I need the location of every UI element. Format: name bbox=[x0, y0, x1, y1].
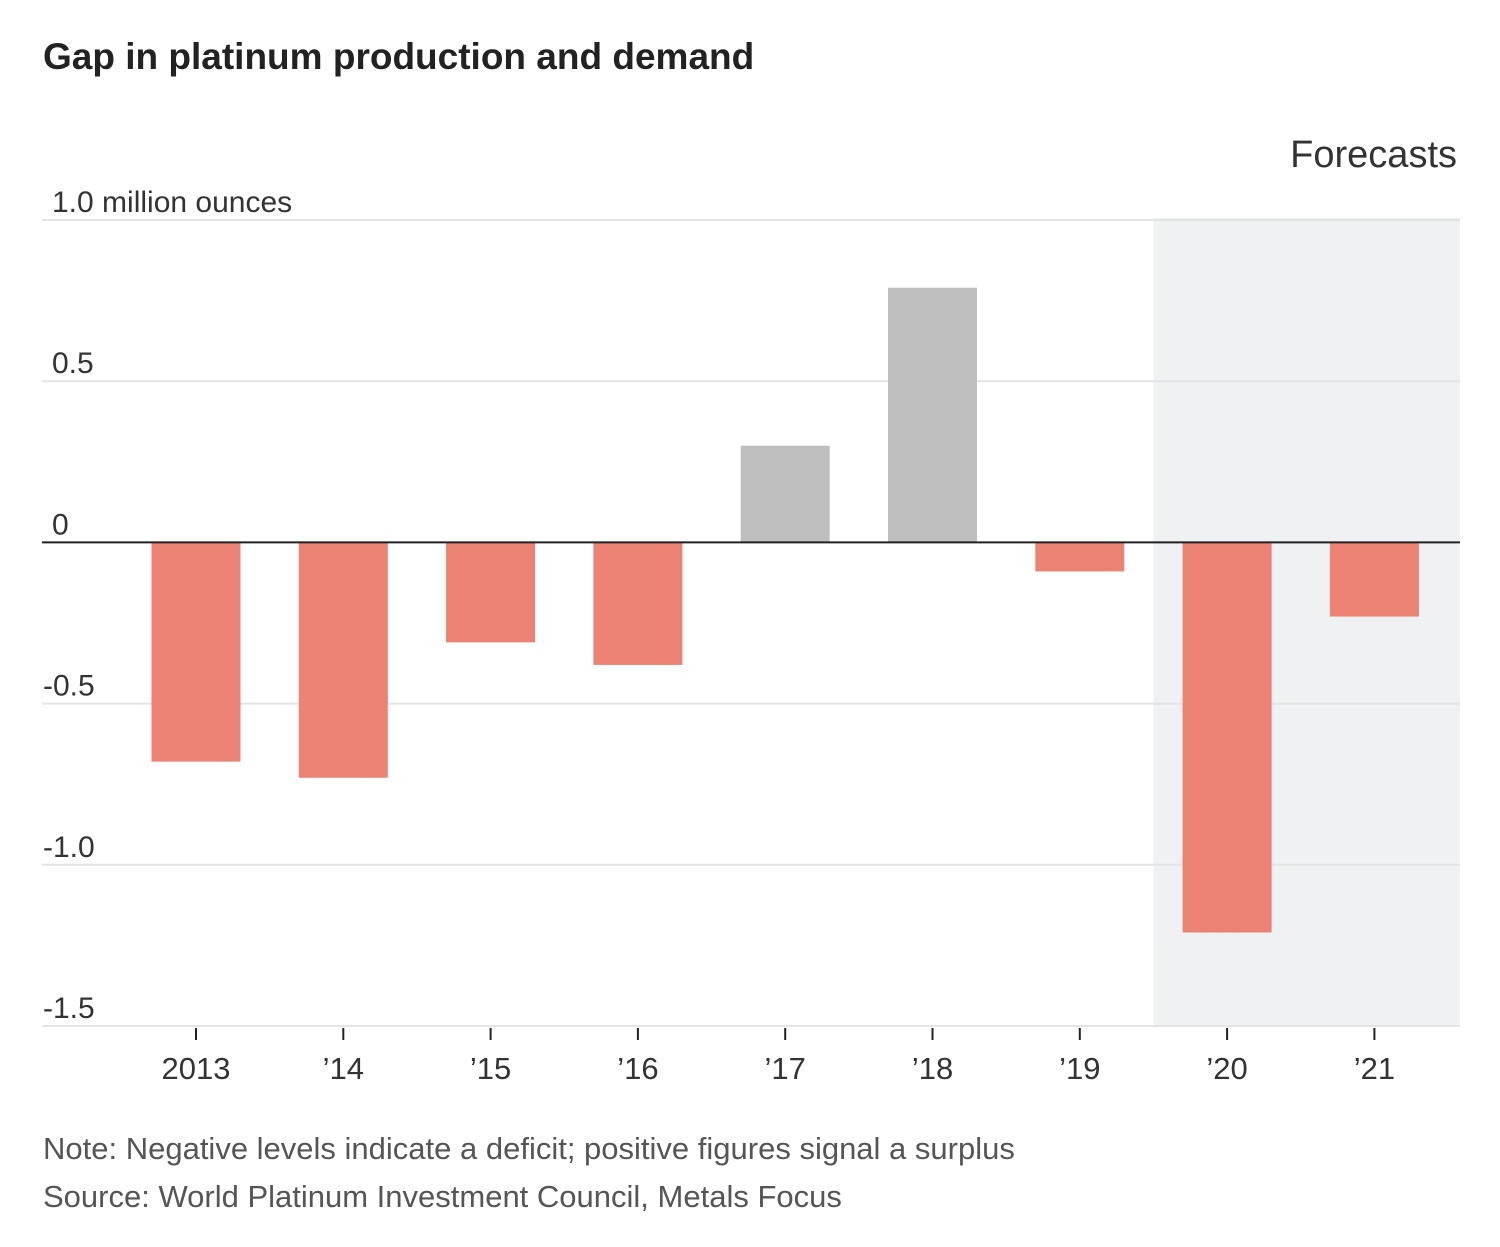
y-tick-label: -0.5 bbox=[43, 670, 95, 703]
y-tick-label: -1.0 bbox=[43, 831, 95, 864]
bars bbox=[151, 287, 1419, 933]
bar-16 bbox=[593, 542, 683, 665]
bar-15 bbox=[446, 542, 536, 643]
y-tick-label: 0.5 bbox=[52, 347, 94, 380]
y-axis-tick-labels: 1.0 million ounces 0.5 0 -0.5 -1.0 -1.5 bbox=[43, 186, 292, 1025]
x-tick-label: ’21 bbox=[1354, 1051, 1395, 1086]
bar-21 bbox=[1329, 542, 1419, 617]
x-tick-label: ’17 bbox=[765, 1051, 806, 1086]
x-tick-label: ’15 bbox=[470, 1051, 511, 1086]
bar-20 bbox=[1182, 542, 1272, 933]
chart-note: Note: Negative levels indicate a deficit… bbox=[43, 1131, 1015, 1166]
x-tick-label: ’20 bbox=[1206, 1051, 1247, 1086]
y-tick-label: -1.5 bbox=[43, 992, 95, 1025]
bar-14 bbox=[298, 542, 388, 778]
chart-source: Source: World Platinum Investment Counci… bbox=[43, 1179, 842, 1214]
x-tick-label: 2013 bbox=[162, 1051, 231, 1086]
x-axis: 2013 ’14 ’15 ’16 ’17 ’18 ’19 ’20 ’21 bbox=[162, 1028, 1395, 1086]
chart-title: Gap in platinum production and demand bbox=[43, 36, 755, 77]
bar-2013 bbox=[151, 542, 241, 762]
y-tick-label: 1.0 million ounces bbox=[52, 186, 292, 219]
x-tick-label: ’14 bbox=[323, 1051, 364, 1086]
x-tick-label: ’19 bbox=[1059, 1051, 1100, 1086]
x-tick-label: ’16 bbox=[617, 1051, 658, 1086]
x-tick-label: ’18 bbox=[912, 1051, 953, 1086]
bar-18 bbox=[888, 287, 977, 543]
bar-17 bbox=[740, 445, 830, 543]
forecast-label: Forecasts bbox=[1290, 134, 1457, 176]
bar-19 bbox=[1035, 542, 1125, 572]
y-tick-label: 0 bbox=[52, 508, 69, 541]
